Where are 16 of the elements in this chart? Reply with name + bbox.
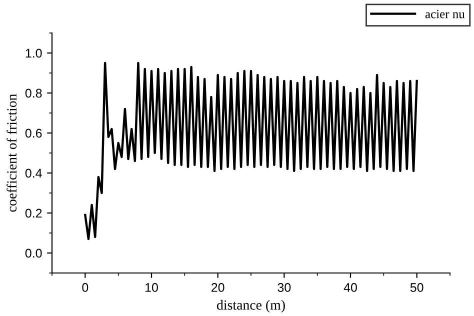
y-tick-label: 0.6 xyxy=(25,128,42,138)
legend-label: acier nu xyxy=(425,10,465,18)
y-tick-label: 0.2 xyxy=(25,208,42,218)
x-tick-label: 40 xyxy=(344,283,357,292)
x-tick-label: 10 xyxy=(146,283,158,292)
x-tick-label: 30 xyxy=(278,283,291,292)
x-tick-label: 20 xyxy=(212,283,224,292)
y-tick-label: 0.4 xyxy=(25,168,42,178)
y-tick-label: 0.8 xyxy=(25,88,42,98)
line-series xyxy=(84,62,418,240)
x-tick-label: 0 xyxy=(82,283,88,292)
y-tick-label: 0.0 xyxy=(25,248,42,258)
x-tick-label: 50 xyxy=(410,283,424,292)
y-tick-label: 1.0 xyxy=(26,48,42,58)
y-axis-title: coefficient of friction xyxy=(6,94,17,212)
x-axis-title: distance (m) xyxy=(216,300,285,313)
